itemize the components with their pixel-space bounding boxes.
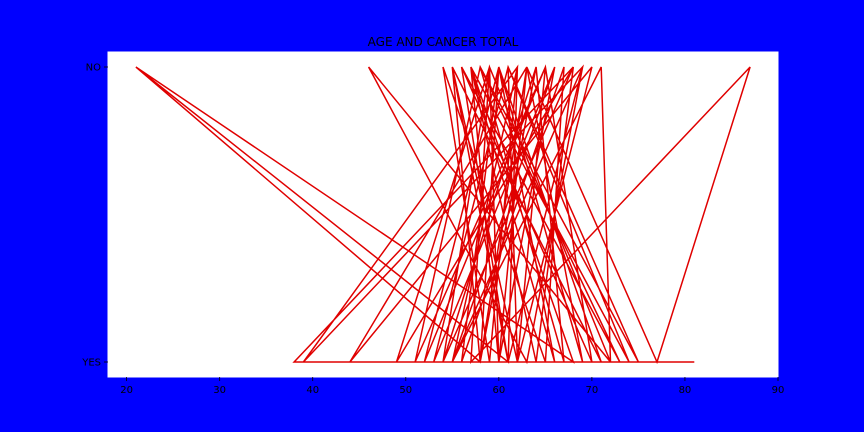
x-tick-label: 30 bbox=[213, 385, 226, 396]
x-tick-label: 20 bbox=[120, 385, 133, 396]
plot-frame bbox=[107, 51, 779, 378]
axes-layer: 20 30 40 50 60 70 80 90 YES NO bbox=[81, 51, 785, 396]
x-tick-label: 40 bbox=[306, 385, 319, 396]
series-layer bbox=[135, 64, 751, 365]
y-tick-label: YES bbox=[81, 358, 101, 369]
chart-title: AGE AND CANCER TOTAL bbox=[368, 35, 519, 49]
x-tick-label: 60 bbox=[492, 385, 505, 396]
x-tick-label: 50 bbox=[399, 385, 412, 396]
x-tick-label: 70 bbox=[586, 385, 599, 396]
x-tick-label: 90 bbox=[772, 385, 785, 396]
y-tick-label: NO bbox=[86, 63, 101, 74]
series-line bbox=[135, 64, 751, 365]
x-tick-label: 80 bbox=[679, 385, 692, 396]
